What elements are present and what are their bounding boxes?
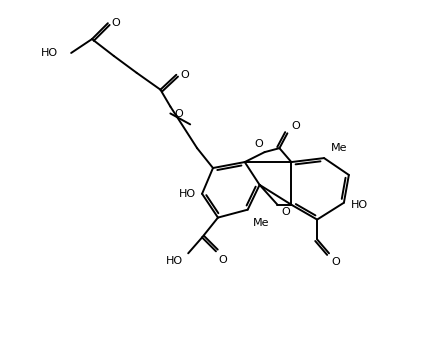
- Text: O: O: [180, 70, 189, 80]
- Text: O: O: [174, 108, 183, 119]
- Text: O: O: [291, 121, 300, 131]
- Text: O: O: [112, 18, 120, 28]
- Text: HO: HO: [351, 200, 368, 210]
- Text: O: O: [255, 139, 264, 149]
- Text: HO: HO: [179, 189, 196, 199]
- Text: HO: HO: [166, 256, 183, 266]
- Text: Me: Me: [253, 218, 269, 227]
- Text: Me: Me: [331, 143, 348, 153]
- Text: HO: HO: [41, 48, 58, 58]
- Text: O: O: [282, 207, 290, 217]
- Text: O: O: [331, 257, 340, 267]
- Text: O: O: [218, 255, 227, 265]
